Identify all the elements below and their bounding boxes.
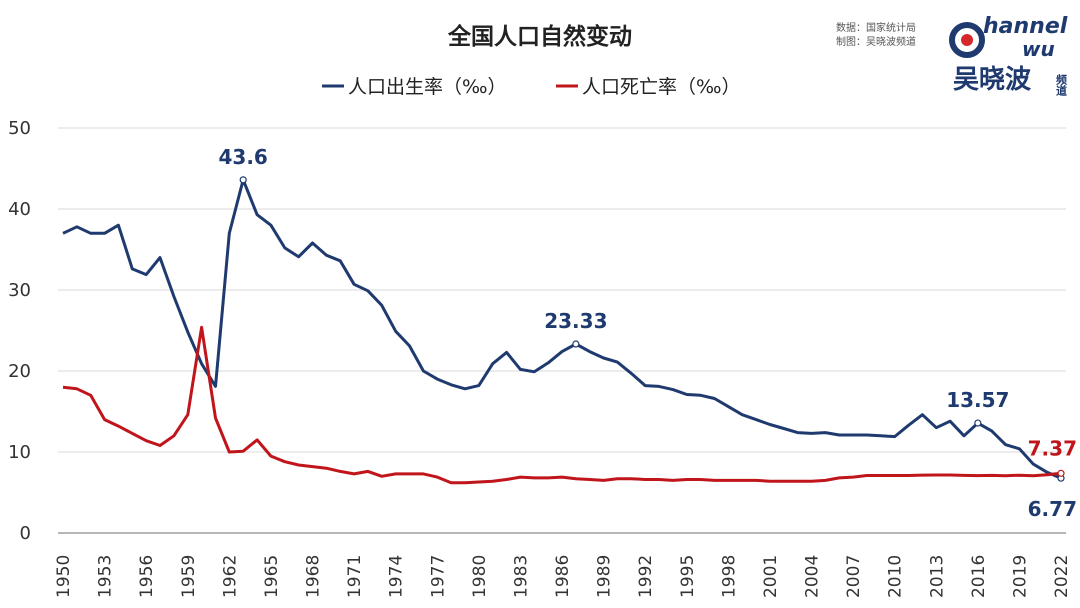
data-label: 13.57	[946, 388, 1009, 412]
x-tick-label: 1962	[220, 555, 240, 598]
data-point-marker	[239, 176, 247, 184]
x-tick-label: 1977	[428, 555, 448, 598]
x-tick-label: 1995	[678, 555, 698, 598]
x-tick-label: 2013	[927, 555, 947, 598]
x-tick-label: 2001	[761, 555, 781, 598]
logo-side-text: 频道	[1055, 73, 1068, 97]
logo-dot	[961, 34, 973, 46]
y-tick-label: 40	[8, 199, 31, 220]
x-tick-label: 2004	[803, 555, 823, 598]
legend-label-birth: 人口出生率（‰）	[348, 76, 507, 98]
y-tick-label: 20	[8, 361, 31, 382]
x-tick-label: 1992	[636, 555, 656, 598]
legend: 人口出生率（‰） 人口死亡率（‰）	[322, 76, 741, 98]
gridlines	[58, 127, 1066, 534]
x-tick-label: 2007	[844, 555, 864, 598]
x-tick-label: 1971	[345, 555, 365, 598]
x-tick-label: 2010	[886, 555, 906, 598]
y-tick-label: 30	[8, 280, 31, 301]
data-label: 6.77	[1028, 497, 1077, 521]
data-label: 43.6	[219, 145, 268, 169]
data-point-marker	[1057, 469, 1065, 477]
logo-name: 吴晓波	[953, 65, 1032, 95]
x-tick-label: 1998	[719, 555, 739, 598]
x-tick-label: 1983	[511, 555, 531, 598]
x-tick-label: 1986	[553, 555, 573, 598]
series-lines	[62, 178, 1062, 485]
x-tick-label: 1989	[595, 555, 615, 598]
x-tick-label: 2016	[969, 555, 989, 598]
x-axis-ticks: 1950 1953 1956 1959 1962 1965 1968 1971 1974 1977…	[54, 555, 1072, 598]
source-line-data: 数据：国家统计局	[836, 21, 916, 34]
series-line-0	[62, 178, 1062, 480]
y-tick-label: 0	[20, 523, 31, 544]
chart-title: 全国人口自然变动	[447, 23, 632, 50]
x-tick-label: 2019	[1010, 555, 1030, 598]
logo-wordmark: hannel	[983, 14, 1068, 39]
x-tick-label: 1956	[137, 555, 157, 598]
series-line-1	[62, 325, 1062, 485]
y-tick-label: 50	[8, 118, 31, 139]
x-tick-label: 1953	[96, 555, 116, 598]
legend-label-death: 人口死亡率（‰）	[582, 76, 741, 98]
source-line-credit: 制图：吴晓波频道	[836, 35, 916, 48]
y-tick-label: 10	[8, 442, 31, 463]
data-point-marker	[572, 340, 580, 348]
data-label: 7.37	[1028, 436, 1077, 460]
channel-logo: hannel wu 吴晓波 频道	[949, 14, 1068, 97]
data-labels: 43.6 23.33 13.57 6.77 7.37	[219, 145, 1077, 521]
x-tick-label: 1974	[387, 555, 407, 598]
data-point-marker	[974, 419, 982, 427]
x-tick-label: 1950	[54, 555, 74, 598]
x-tick-label: 2022	[1052, 555, 1072, 598]
y-axis-ticks: 0 10 20 30 40 50	[8, 118, 31, 544]
logo-ring	[949, 22, 985, 58]
logo-wordmark-wu: wu	[1022, 37, 1055, 61]
data-label: 23.33	[544, 309, 607, 333]
x-tick-label: 1968	[304, 555, 324, 598]
x-tick-label: 1965	[262, 555, 282, 598]
x-tick-label: 1980	[470, 555, 490, 598]
x-tick-label: 1959	[179, 555, 199, 598]
